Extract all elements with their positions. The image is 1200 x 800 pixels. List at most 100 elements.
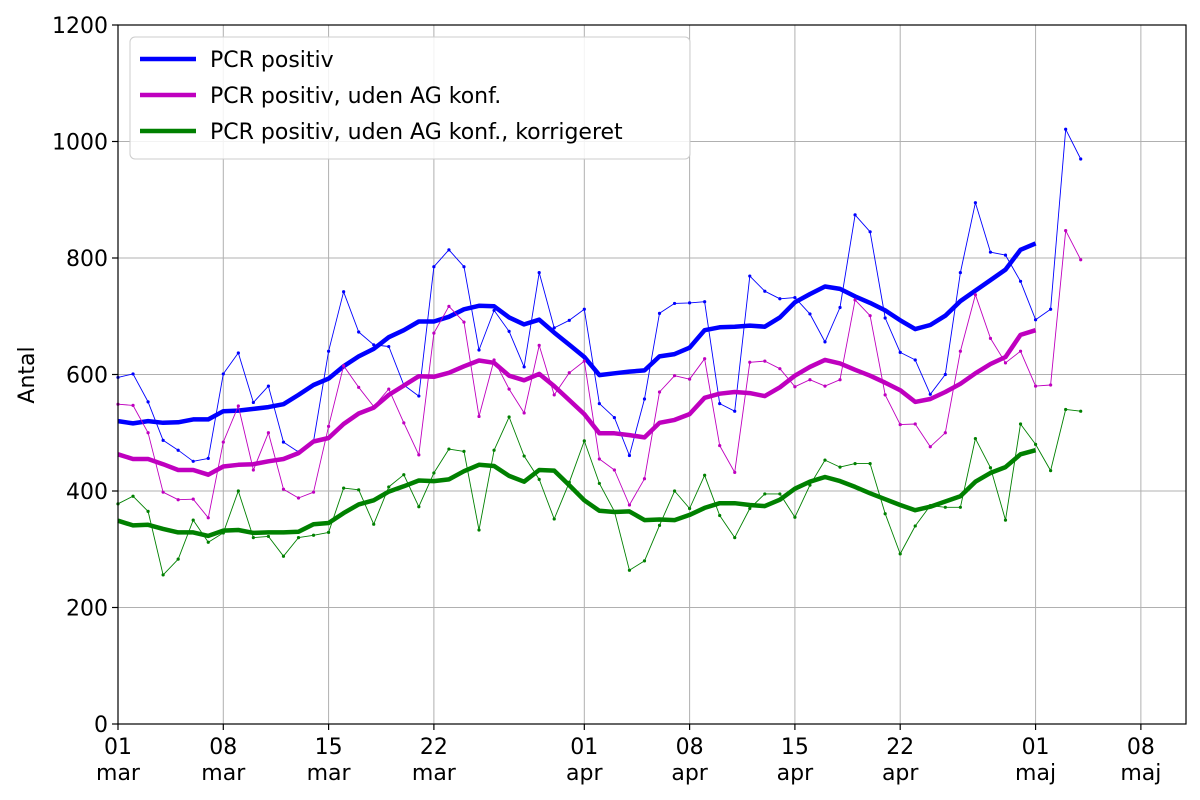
data-point — [748, 274, 752, 278]
data-point — [296, 536, 301, 540]
data-point — [176, 557, 180, 561]
legend-box — [129, 36, 691, 160]
data-point — [191, 518, 195, 522]
data-point — [537, 343, 541, 347]
data-point — [281, 554, 286, 558]
data-point — [567, 318, 571, 322]
x-tick-label-month: mar — [201, 761, 246, 786]
x-tick-label-month: apr — [671, 761, 708, 786]
data-point — [823, 384, 827, 388]
series-average-line — [117, 448, 1037, 539]
x-tick-label-month: apr — [777, 761, 814, 786]
series-average-line — [117, 241, 1037, 426]
data-point — [898, 552, 902, 556]
x-tick-label-month: maj — [1015, 761, 1056, 786]
data-point — [642, 477, 647, 481]
data-point — [703, 473, 707, 477]
data-point — [432, 265, 436, 269]
data-point — [176, 448, 180, 452]
data-point — [943, 505, 947, 509]
data-point — [688, 377, 692, 381]
data-point — [958, 270, 962, 275]
data-point — [477, 528, 481, 532]
data-point — [387, 344, 391, 349]
data-point — [597, 457, 601, 461]
data-point — [672, 301, 677, 306]
data-point — [642, 559, 647, 563]
series-3 — [116, 407, 1083, 577]
data-point — [522, 454, 526, 458]
data-point — [176, 498, 180, 502]
data-point — [582, 307, 586, 311]
data-point — [823, 458, 827, 462]
data-point — [266, 431, 271, 435]
data-point — [357, 488, 361, 492]
data-point — [1064, 127, 1068, 131]
x-tick-label-day: 15 — [315, 735, 343, 760]
data-point — [1033, 318, 1038, 322]
data-point — [627, 568, 632, 572]
data-point — [627, 453, 632, 458]
data-point — [958, 349, 962, 353]
data-point — [1079, 409, 1083, 413]
data-point — [1018, 422, 1023, 426]
data-point — [853, 462, 857, 466]
data-point — [748, 506, 752, 511]
data-point — [552, 393, 556, 397]
data-point — [943, 431, 947, 435]
data-point — [733, 470, 737, 474]
data-point — [1049, 307, 1053, 311]
data-point — [612, 468, 616, 472]
data-point — [733, 536, 737, 540]
data-point — [763, 359, 767, 363]
legend-label: PCR positiv, uden AG konf., korrigeret — [210, 120, 623, 145]
data-point — [221, 372, 225, 376]
series-layer — [116, 127, 1083, 577]
x-axis-ticks: 01mar08mar15mar22mar01apr08apr15apr22apr… — [96, 724, 1161, 786]
x-tick-label-month: mar — [307, 761, 352, 786]
data-point — [146, 400, 150, 404]
data-point — [913, 524, 917, 528]
x-tick-label-day: 08 — [1127, 735, 1155, 760]
data-point — [266, 384, 271, 388]
data-point — [552, 326, 556, 330]
data-point — [387, 387, 391, 391]
x-tick-label-day: 22 — [420, 735, 448, 760]
data-point — [432, 331, 436, 335]
y-tick-label: 600 — [66, 364, 108, 389]
data-point — [387, 485, 391, 489]
data-point — [161, 438, 165, 442]
data-point — [853, 298, 857, 302]
data-point — [597, 402, 601, 406]
data-point — [236, 489, 240, 493]
data-point — [131, 372, 135, 376]
data-point — [567, 371, 571, 375]
data-point — [657, 311, 662, 315]
data-point — [612, 416, 616, 420]
data-point — [793, 296, 797, 300]
data-point — [342, 364, 346, 368]
y-axis-ticks: 0 200 400 600 800 1000 1200 — [52, 14, 118, 738]
data-point — [928, 392, 932, 396]
data-point — [507, 415, 511, 419]
data-point — [131, 403, 135, 407]
data-point — [718, 443, 722, 448]
data-point — [703, 300, 707, 304]
data-point — [853, 213, 857, 217]
data-point — [988, 250, 993, 254]
data-point — [1003, 361, 1008, 365]
data-point — [778, 297, 782, 301]
data-point — [417, 505, 421, 509]
x-tick-label-day: 01 — [1022, 735, 1050, 760]
data-point — [883, 316, 887, 320]
data-point — [206, 516, 210, 520]
data-point — [191, 459, 195, 463]
x-tick-label-day: 22 — [886, 735, 914, 760]
data-point — [1049, 383, 1053, 387]
data-point — [372, 522, 376, 526]
x-tick-label-month: apr — [882, 761, 919, 786]
y-tick-label: 800 — [66, 247, 108, 272]
data-point — [808, 378, 812, 382]
x-tick-label-month: mar — [412, 761, 457, 786]
data-point — [883, 393, 887, 397]
